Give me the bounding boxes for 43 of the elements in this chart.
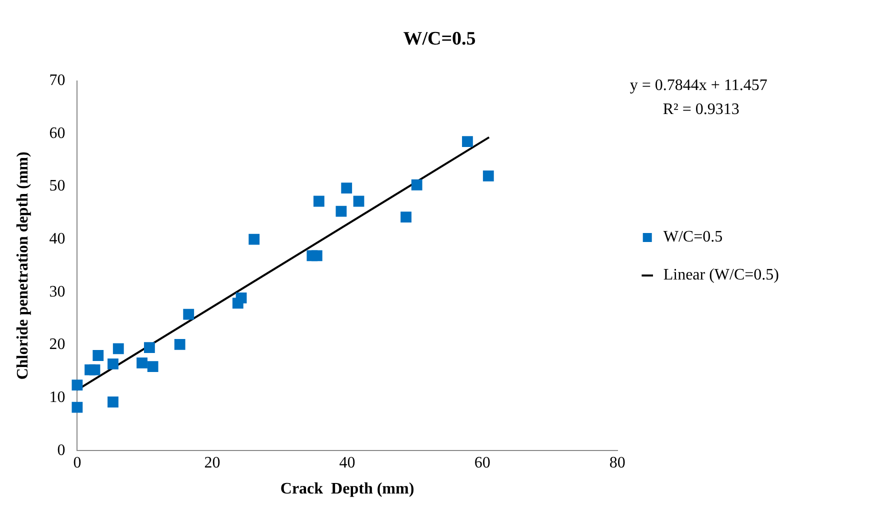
text: R² = 0.9313 [662, 101, 740, 118]
point [144, 342, 155, 354]
point [108, 396, 118, 408]
point [147, 361, 158, 372]
y-tick-label: 50 [49, 178, 66, 195]
point [92, 350, 104, 361]
point [136, 357, 148, 368]
legend-label: W/C=0.5 [663, 228, 803, 246]
x-tick-label: 40 [339, 454, 356, 472]
y-tick-label: 60 [49, 124, 66, 142]
point [462, 136, 473, 148]
point [411, 179, 422, 190]
point [482, 170, 494, 182]
x-tick-label: 0 [73, 454, 82, 472]
x-tick-label: 60 [474, 454, 490, 472]
point [183, 308, 194, 320]
point [112, 343, 124, 354]
point [311, 250, 322, 262]
y-tick-label: 70 [49, 72, 66, 90]
legend-label: Linear (W/C=0.5) [663, 266, 860, 284]
point [108, 358, 118, 370]
point [89, 364, 100, 376]
point [174, 338, 186, 350]
x-axis-title: Crack Depth (mm) [280, 480, 414, 498]
y-tick-label: 30 [49, 283, 66, 300]
point [400, 212, 412, 223]
point [236, 292, 247, 304]
x-tick-label: 80 [609, 454, 626, 472]
x-tick-label: 20 [204, 454, 220, 472]
y-tick-label: 40 [49, 230, 66, 248]
point [353, 196, 364, 207]
point [336, 206, 347, 217]
point [341, 182, 352, 194]
y-tick-label: 0 [57, 442, 66, 459]
y-tick-label: 10 [49, 388, 66, 406]
y-tick-label: 20 [49, 336, 66, 354]
point [72, 380, 83, 391]
text: y = 0.7844x + 11.457 [630, 77, 768, 94]
point [72, 402, 83, 413]
chart-title: W/C=0.5 [403, 28, 476, 50]
point [313, 196, 324, 207]
y-axis-title: Chloride penetration depth (mm) [14, 152, 32, 380]
point [248, 234, 260, 245]
